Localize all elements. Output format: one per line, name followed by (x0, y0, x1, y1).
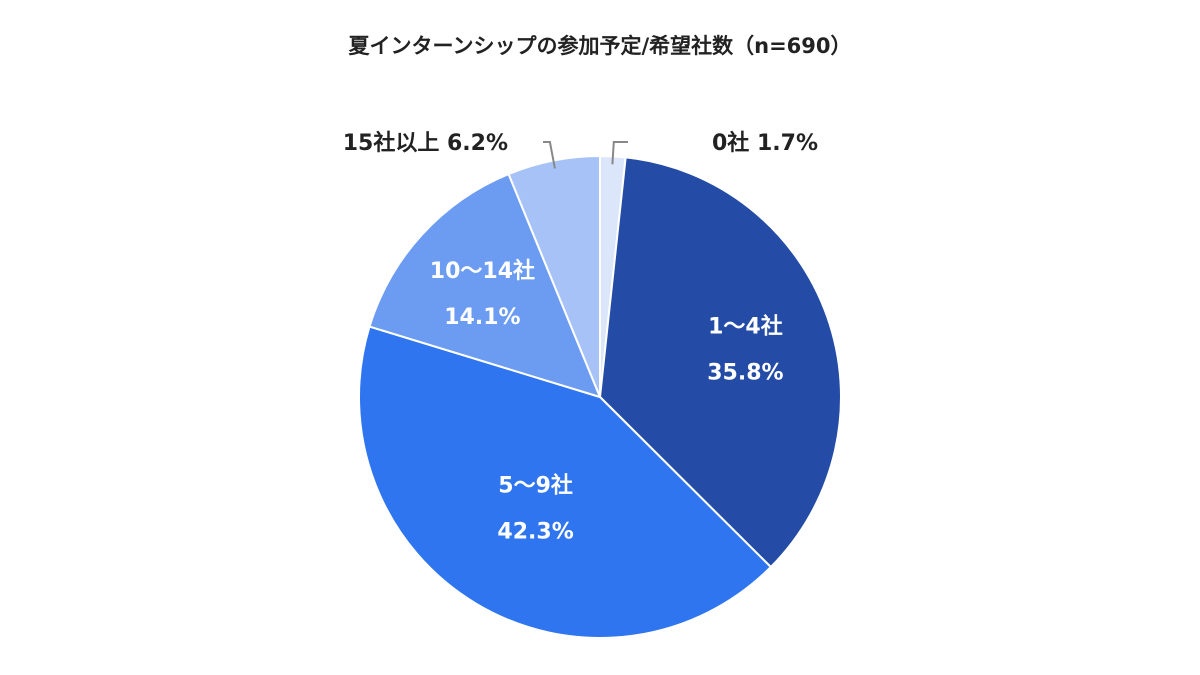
leader-line-4 (543, 141, 556, 169)
slice-category-label-2: 5〜9社 (498, 473, 573, 499)
slice-label-0: 0社 1.7% (712, 130, 818, 156)
pie-slice-1 (598, 156, 842, 569)
leader-lines (543, 141, 628, 169)
slice-category-label-1: 1〜4社 (708, 314, 783, 340)
slice-category-label-3: 10〜14社 (430, 258, 535, 284)
chart-title: 夏インターンシップの参加予定/希望社数（n=690） (348, 34, 852, 58)
pie-slices (358, 154, 842, 639)
slice-value-label-1: 35.8% (707, 361, 783, 386)
slice-value-label-3: 14.1% (444, 305, 520, 330)
pie-slice-3 (368, 172, 602, 399)
leader-line-0 (611, 141, 628, 165)
slice-labels: 0社 1.7% 1〜4社 35.8% 5〜9社 42.3% 10〜14社 14.1% 15社以… (343, 130, 818, 545)
pie-slice-2 (358, 325, 773, 639)
slice-value-label-2: 42.3% (497, 520, 573, 545)
slice-label-4: 15社以上 6.2% (343, 130, 508, 156)
